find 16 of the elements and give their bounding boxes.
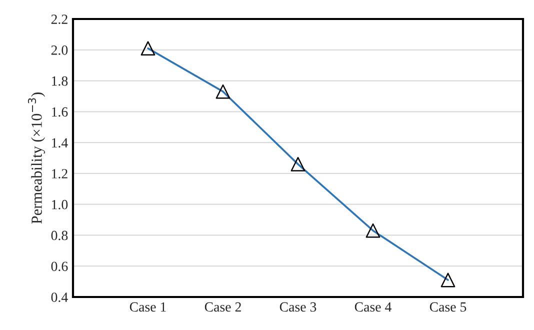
y-tick-label: 1.4 bbox=[52, 138, 68, 148]
x-tick-label: Case 3 bbox=[280, 302, 316, 312]
y-tick-label: 0.8 bbox=[51, 230, 68, 240]
x-tick-label: Case 2 bbox=[204, 302, 241, 312]
x-tick-label: Case 5 bbox=[430, 302, 466, 312]
y-tick-label: 1.6 bbox=[52, 107, 68, 117]
y-tick-label: 2.0 bbox=[51, 45, 68, 55]
y-tick-label: 1.2 bbox=[52, 169, 68, 178]
y-tick-label: 1.0 bbox=[52, 200, 68, 210]
y-tick-label: 0.4 bbox=[51, 292, 68, 302]
y-tick-label: 0.6 bbox=[51, 262, 68, 272]
x-tick-label: Case 4 bbox=[354, 302, 392, 312]
y-tick-label: 2.2 bbox=[51, 14, 68, 24]
y-tick-label: 1.8 bbox=[52, 76, 68, 86]
y-axis-title: Permeability (×10$^{−3}$) bbox=[28, 92, 46, 224]
x-tick-label: Case 1 bbox=[130, 302, 166, 312]
